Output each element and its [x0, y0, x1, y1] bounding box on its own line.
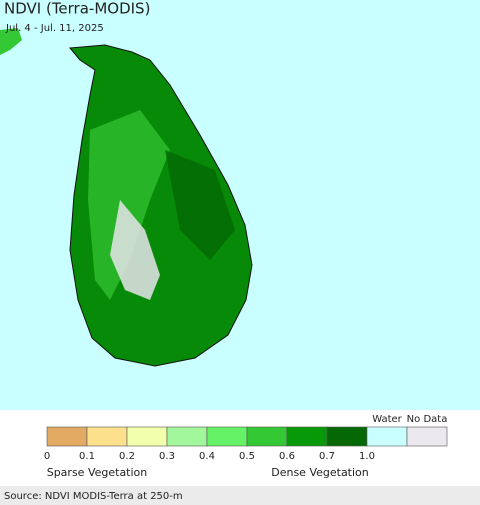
no-data-patch	[110, 200, 160, 300]
legend-swatch	[286, 426, 328, 447]
legend-swatch	[166, 426, 208, 447]
legend-swatch	[86, 426, 128, 447]
legend-tick-label: 0.2	[119, 451, 135, 462]
legend-tick-label: 0.6	[279, 451, 295, 462]
legend-swatch	[326, 426, 368, 447]
legend-swatch	[206, 426, 248, 447]
subtitle: Jul. 4 - Jul. 11, 2025	[5, 23, 104, 34]
legend-special-label: No Data	[407, 414, 448, 425]
legend-swatch	[366, 426, 408, 447]
vegetation-patch	[88, 110, 170, 300]
legend-swatch	[246, 426, 288, 447]
india-coast	[0, 28, 22, 55]
legend: 0 0.1 0.2 0.3 0.4 0.5 0.6 0.7 1.0 Water No Data Spa…	[44, 414, 448, 479]
legend-special-label: Water	[372, 414, 402, 425]
legend-tick-label: 0.5	[239, 451, 255, 462]
footer-bar	[0, 486, 480, 505]
legend-swatch	[126, 426, 168, 447]
legend-tick-label: 0.1	[79, 451, 95, 462]
legend-tick-label: 0.3	[159, 451, 175, 462]
legend-tick-label: 0.4	[199, 451, 215, 462]
water	[0, 0, 480, 410]
legend-caption: Sparse Vegetation	[47, 466, 148, 479]
source: Source: NDVI MODIS-Terra at 250-m	[4, 491, 183, 502]
legend-swatch	[46, 426, 88, 447]
legend-tick-label: 0.7	[319, 451, 335, 462]
legend-swatch	[406, 426, 448, 447]
legend-tick-label: 1.0	[359, 451, 375, 462]
title: NDVI (Terra-MODIS)	[4, 0, 150, 18]
legend-tick-label: 0	[44, 451, 50, 462]
legend-caption: Dense Vegetation	[271, 466, 369, 479]
dense-patch	[165, 150, 235, 260]
